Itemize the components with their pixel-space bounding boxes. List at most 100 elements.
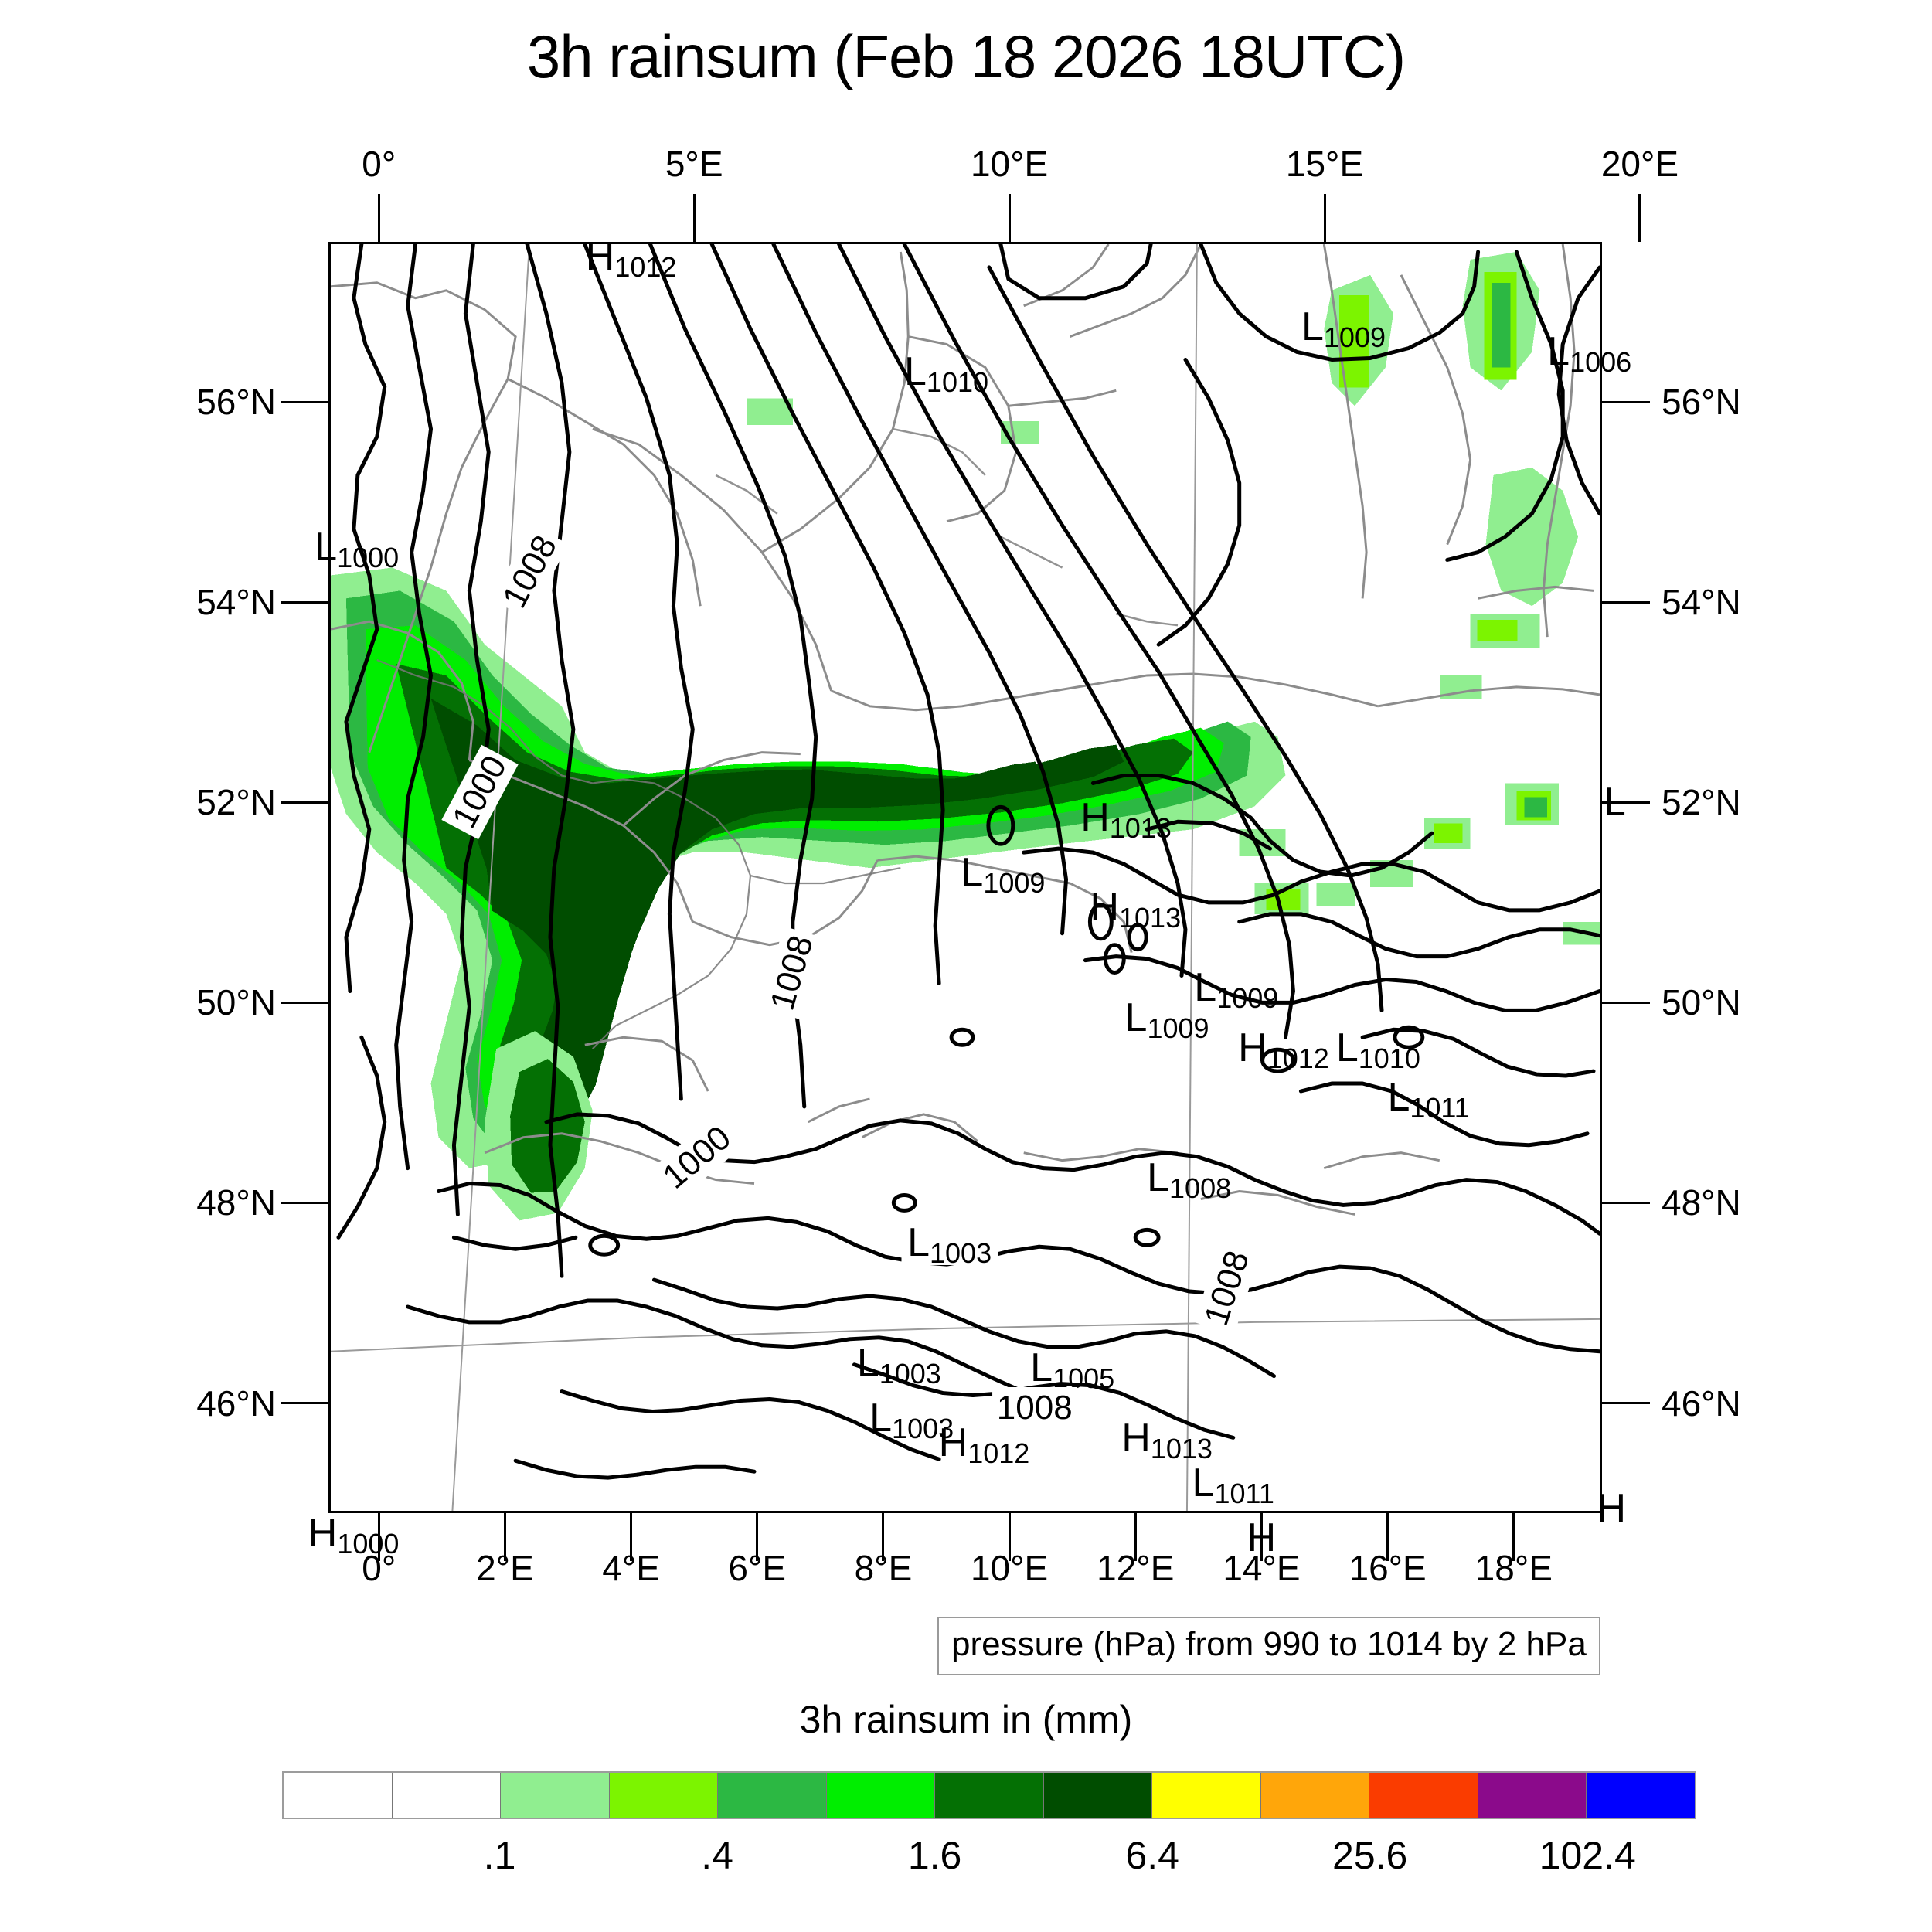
bottom-axis-label-3: 6°E	[728, 1548, 787, 1588]
bottom-axis-label-4: 8°E	[854, 1548, 913, 1588]
low-pressure-marker-6: L1009	[961, 850, 1046, 900]
left-axis-label-0: 56°N	[196, 382, 276, 423]
low-pressure-marker-9: L1009	[1194, 964, 1279, 1014]
right-axis-label-0: 56°N	[1662, 382, 1741, 423]
low-pressure-marker-8: L	[1603, 780, 1626, 825]
low-pressure-marker-2: L1009	[1301, 304, 1386, 354]
colorbar-segment-4[interactable]	[718, 1773, 827, 1818]
colorbar-segment-11[interactable]	[1478, 1773, 1587, 1818]
colorbar-segment-6[interactable]	[935, 1773, 1044, 1818]
colorbar-segment-0[interactable]	[284, 1773, 393, 1818]
high-pressure-marker-23: H1000	[308, 1510, 400, 1560]
low-pressure-marker-17: L1005	[1030, 1345, 1115, 1395]
graticule-layer	[331, 244, 1600, 1511]
right-axis-label-3: 50°N	[1662, 982, 1741, 1023]
axis-tick	[1008, 194, 1011, 242]
axis-tick	[1602, 801, 1650, 804]
low-pressure-marker-12: L1010	[1335, 1025, 1420, 1074]
precip-shading-layer	[331, 251, 1600, 1221]
high-pressure-marker-7: H1013	[1090, 885, 1182, 934]
left-axis-label-5: 46°N	[196, 1383, 276, 1423]
axis-tick	[1260, 1513, 1263, 1561]
axis-tick	[1602, 1001, 1650, 1004]
colorbar-tick-0: .1	[483, 1834, 516, 1877]
axis-tick	[281, 600, 328, 604]
axis-tick	[281, 1201, 328, 1204]
low-pressure-marker-18: L1003	[869, 1395, 954, 1444]
low-pressure-marker-21: L1011	[1192, 1461, 1274, 1510]
colorbar[interactable]	[282, 1771, 1696, 1819]
top-axis-label-1: 5°E	[665, 144, 723, 184]
bottom-axis-label-5: 10°E	[970, 1548, 1049, 1588]
pressure-legend-box: pressure (hPa) from 990 to 1014 by 2 hPa	[937, 1617, 1600, 1675]
axis-tick	[1008, 1513, 1011, 1561]
right-axis-label-5: 46°N	[1662, 1383, 1741, 1423]
left-axis-label-1: 54°N	[196, 582, 276, 623]
high-pressure-marker-22: H	[1597, 1485, 1627, 1531]
coastline-layer	[331, 244, 1600, 1216]
axis-tick	[1602, 1201, 1650, 1204]
map-plot-area[interactable]	[328, 242, 1602, 1513]
colorbar-segment-8[interactable]	[1152, 1773, 1261, 1818]
axis-tick	[1512, 1513, 1515, 1561]
colorbar-segment-1[interactable]	[392, 1773, 502, 1818]
left-axis-label-2: 52°N	[196, 782, 276, 823]
low-pressure-marker-13: L1011	[1387, 1075, 1470, 1124]
axis-tick	[1602, 400, 1650, 403]
colorbar-tick-1: .4	[701, 1834, 733, 1877]
right-axis-label-2: 52°N	[1662, 782, 1741, 823]
top-axis-label-0: 0°	[362, 144, 396, 184]
bottom-axis-label-0: 0°	[362, 1548, 396, 1588]
border-layer	[376, 659, 901, 1049]
low-pressure-marker-1: L1010	[904, 349, 989, 399]
low-pressure-marker-15: L1003	[901, 1220, 998, 1267]
top-axis-label-4: 20°E	[1600, 144, 1679, 184]
colorbar-segment-2[interactable]	[501, 1773, 610, 1818]
low-pressure-marker-4: L1000	[315, 525, 400, 574]
axis-tick	[377, 1513, 380, 1561]
bottom-axis-label-7: 14°E	[1223, 1548, 1301, 1588]
colorbar-tick-2: 1.6	[907, 1834, 962, 1877]
axis-tick	[281, 1402, 328, 1405]
pressure-legend-text: pressure (hPa) from 990 to 1014 by 2 hPa	[951, 1625, 1587, 1663]
colorbar-segment-9[interactable]	[1260, 1773, 1370, 1818]
right-axis-label-1: 54°N	[1662, 582, 1741, 623]
left-axis-label-3: 50°N	[196, 982, 276, 1023]
low-pressure-marker-10: L1009	[1124, 995, 1209, 1044]
contour-label-5: 1008	[992, 1386, 1077, 1429]
high-pressure-marker-11: H1012	[1238, 1025, 1329, 1074]
axis-tick	[1323, 194, 1326, 242]
colorbar-segment-10[interactable]	[1369, 1773, 1478, 1818]
axis-tick	[1386, 1513, 1389, 1561]
left-axis-label-4: 48°N	[196, 1182, 276, 1223]
bottom-axis-label-2: 4°E	[602, 1548, 660, 1588]
right-axis-label-4: 48°N	[1662, 1182, 1741, 1223]
axis-tick	[1134, 1513, 1137, 1561]
low-pressure-marker-14: L1008	[1147, 1155, 1232, 1205]
top-axis-label-3: 15°E	[1285, 144, 1364, 184]
axis-tick	[1602, 600, 1650, 604]
bottom-axis-label-1: 2°E	[476, 1548, 534, 1588]
axis-tick	[630, 1513, 633, 1561]
axis-tick	[281, 400, 328, 403]
axis-tick	[503, 1513, 506, 1561]
axis-tick	[692, 194, 696, 242]
map-canvas	[331, 244, 1600, 1511]
high-pressure-marker-0: H1012	[585, 234, 677, 284]
colorbar-caption: 3h rainsum in (mm)	[799, 1698, 1133, 1741]
colorbar-segment-12[interactable]	[1587, 1773, 1695, 1818]
top-axis-label-2: 10°E	[970, 144, 1049, 184]
colorbar-tick-5: 102.4	[1539, 1834, 1636, 1877]
colorbar-tick-4: 25.6	[1332, 1834, 1408, 1877]
high-pressure-marker-24: H	[1247, 1515, 1277, 1561]
axis-tick	[1638, 194, 1641, 242]
high-pressure-marker-20: H1013	[1121, 1415, 1213, 1464]
axis-tick	[281, 1001, 328, 1004]
colorbar-segment-7[interactable]	[1043, 1773, 1153, 1818]
colorbar-segment-5[interactable]	[826, 1773, 936, 1818]
low-pressure-marker-16: L1003	[856, 1340, 941, 1389]
colorbar-segment-3[interactable]	[609, 1773, 719, 1818]
axis-tick	[756, 1513, 759, 1561]
bottom-axis-label-8: 16°E	[1349, 1548, 1427, 1588]
low-pressure-marker-3: L1006	[1547, 329, 1632, 379]
